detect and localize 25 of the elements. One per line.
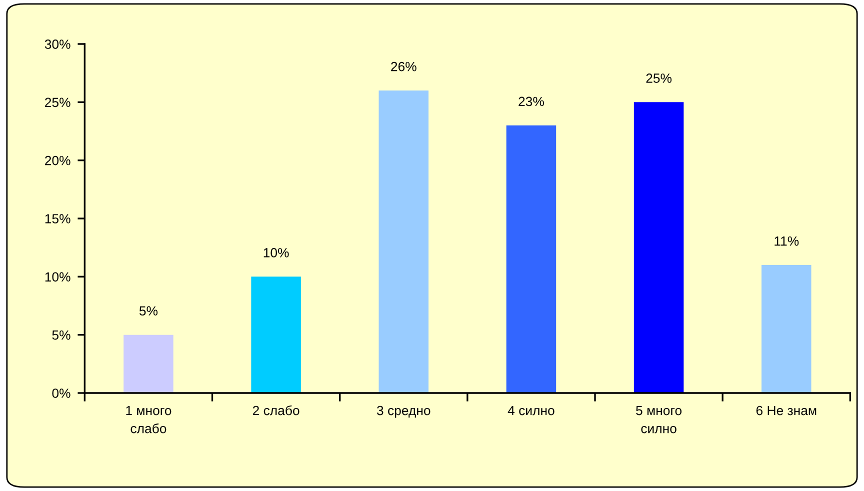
x-tick-label: 5 много силно (636, 406, 682, 434)
bar (634, 102, 684, 393)
bar (124, 334, 174, 393)
data-label: 25% (646, 74, 672, 83)
y-tick-label: 30% (44, 40, 70, 49)
y-tick-label: 0% (52, 388, 70, 398)
bar (762, 265, 812, 393)
data-label: 10% (264, 248, 289, 258)
x-tick-label: 6 Не знам (756, 406, 816, 416)
bar (378, 90, 429, 393)
data-label: 26% (391, 62, 416, 72)
y-tick-label: 5% (52, 330, 70, 340)
x-tick-label: 2 слабо (252, 405, 300, 416)
data-label: 23% (518, 96, 544, 106)
x-tick-label: 1 много слабо (126, 406, 172, 434)
data-label: 5% (139, 306, 158, 316)
y-tick-label: 10% (45, 272, 70, 282)
bar (506, 125, 556, 393)
y-tick-label: 20% (45, 156, 70, 166)
bar (251, 276, 301, 393)
y-tick-label: 25% (45, 98, 70, 108)
x-tick-label: 4 силно (508, 406, 554, 416)
y-tick-label: 15% (45, 214, 70, 224)
x-tick-label: 3 средно (376, 406, 430, 418)
data-label: 11% (774, 236, 799, 246)
